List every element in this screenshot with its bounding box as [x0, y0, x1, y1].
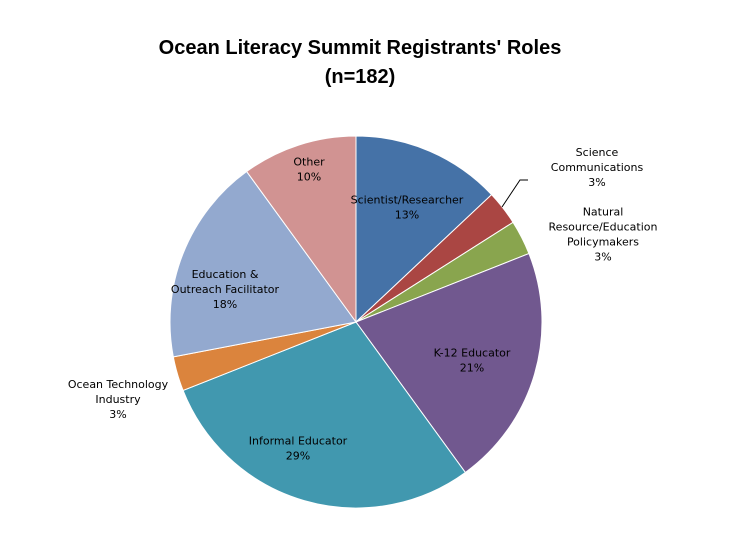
- slice-value-label: 10%: [297, 171, 321, 184]
- pie-slice: [182, 321, 467, 509]
- slice-label: Ocean Technology Industry: [68, 378, 169, 406]
- pie-slice: [355, 135, 493, 324]
- pie-slice: [355, 252, 543, 474]
- slice-value-label: 18%: [213, 298, 237, 311]
- slice-value-label: 3%: [594, 251, 611, 264]
- slice-value-label: 3%: [588, 176, 605, 189]
- slice-label: Informal Educator: [249, 435, 348, 448]
- slice-value-label: 21%: [460, 362, 484, 375]
- slice-value-label: 13%: [395, 209, 419, 222]
- slice-label: Natural Resource/Education Policymakers: [549, 206, 658, 249]
- pie-slice: [169, 170, 357, 358]
- slice-value-label: 3%: [109, 408, 126, 421]
- slice-label: Science Communications: [551, 146, 644, 174]
- pie-slice: [245, 135, 357, 324]
- slice-value-label: 29%: [286, 450, 310, 463]
- chart-title: Ocean Literacy Summit Registrants' Roles…: [159, 37, 562, 88]
- leader-line: [501, 179, 528, 208]
- slice-label: Education & Outreach Facilitator: [171, 268, 280, 296]
- slice-label: Scientist/Researcher: [351, 194, 464, 207]
- slice-label: Other: [293, 156, 325, 169]
- slice-label: K-12 Educator: [434, 347, 511, 360]
